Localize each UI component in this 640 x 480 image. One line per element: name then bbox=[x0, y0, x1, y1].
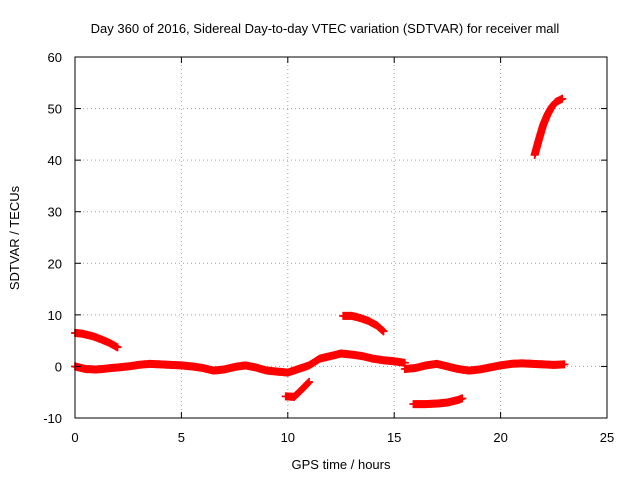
x-tick-label: 25 bbox=[600, 430, 614, 445]
series-arc-13h bbox=[339, 311, 388, 336]
data-points bbox=[71, 94, 569, 409]
series-baseline-segment-2 bbox=[400, 359, 569, 375]
x-tick-label: 5 bbox=[178, 430, 185, 445]
y-tick-label: 10 bbox=[48, 308, 62, 323]
series-arc-22h bbox=[530, 94, 567, 159]
data-point bbox=[558, 94, 567, 103]
x-tick-label: 0 bbox=[71, 430, 78, 445]
series-baseline-segment-1 bbox=[71, 349, 409, 377]
y-axis-label: SDTVAR / TECUs bbox=[7, 185, 22, 290]
x-tick-label: 15 bbox=[387, 430, 401, 445]
y-tick-label: 40 bbox=[48, 153, 62, 168]
data-point bbox=[560, 360, 569, 369]
series-arc-10h bbox=[281, 377, 314, 401]
y-tick-label: 0 bbox=[55, 359, 62, 374]
x-axis-label: GPS time / hours bbox=[292, 457, 391, 472]
y-tick-label: 50 bbox=[48, 102, 62, 117]
data-point bbox=[305, 377, 314, 386]
data-point bbox=[379, 327, 388, 336]
data-point bbox=[458, 394, 467, 403]
y-tick-label: -10 bbox=[43, 411, 62, 426]
plot-frame bbox=[74, 56, 608, 419]
y-tick-label: 60 bbox=[48, 50, 62, 65]
y-tick-label: 30 bbox=[48, 205, 62, 220]
axis-ticks: 0 5 10 15 20 25 -10 0 10 20 30 40 50 60 bbox=[43, 50, 614, 445]
series-arc-16h bbox=[409, 394, 467, 409]
x-tick-label: 10 bbox=[281, 430, 295, 445]
chart-title: Day 360 of 2016, Sidereal Day-to-day VTE… bbox=[91, 21, 560, 36]
data-point bbox=[113, 343, 122, 352]
x-tick-label: 20 bbox=[493, 430, 507, 445]
y-tick-label: 20 bbox=[48, 256, 62, 271]
